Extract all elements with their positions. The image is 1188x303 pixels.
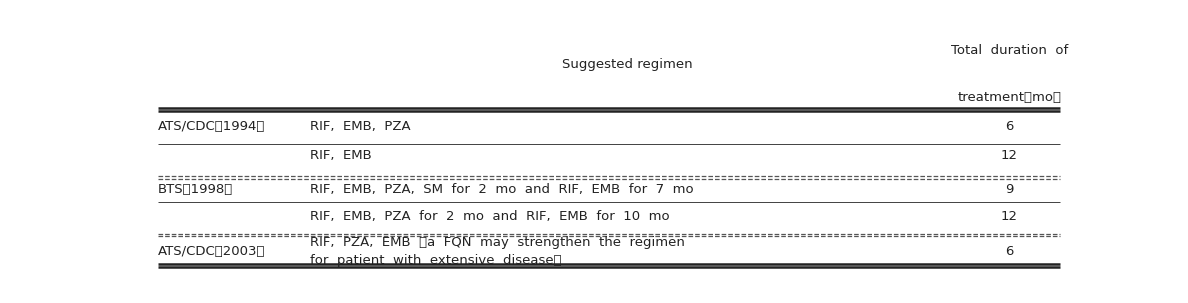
Text: 9: 9: [1005, 183, 1013, 196]
Text: BTS（1998）: BTS（1998）: [158, 183, 233, 196]
Text: 6: 6: [1005, 245, 1013, 258]
Text: 6: 6: [1005, 120, 1013, 133]
Text: RIF,  EMB: RIF, EMB: [310, 149, 372, 162]
Text: 12: 12: [1000, 209, 1018, 222]
Text: 12: 12: [1000, 149, 1018, 162]
Text: RIF,  PZA,  EMB  （a  FQN  may  strengthen  the  regimen
for  patient  with  exte: RIF, PZA, EMB （a FQN may strengthen the …: [310, 235, 684, 267]
Text: RIF,  EMB,  PZA,  SM  for  2  mo  and  RIF,  EMB  for  7  mo: RIF, EMB, PZA, SM for 2 mo and RIF, EMB …: [310, 183, 694, 196]
Text: Total  duration  of: Total duration of: [950, 44, 1068, 57]
Text: Suggested regimen: Suggested regimen: [562, 58, 693, 71]
Text: ATS/CDC（1994）: ATS/CDC（1994）: [158, 120, 265, 133]
Text: treatment（mo）: treatment（mo）: [958, 91, 1061, 104]
Text: RIF,  EMB,  PZA  for  2  mo  and  RIF,  EMB  for  10  mo: RIF, EMB, PZA for 2 mo and RIF, EMB for …: [310, 209, 669, 222]
Text: ATS/CDC（2003）: ATS/CDC（2003）: [158, 245, 265, 258]
Text: RIF,  EMB,  PZA: RIF, EMB, PZA: [310, 120, 410, 133]
